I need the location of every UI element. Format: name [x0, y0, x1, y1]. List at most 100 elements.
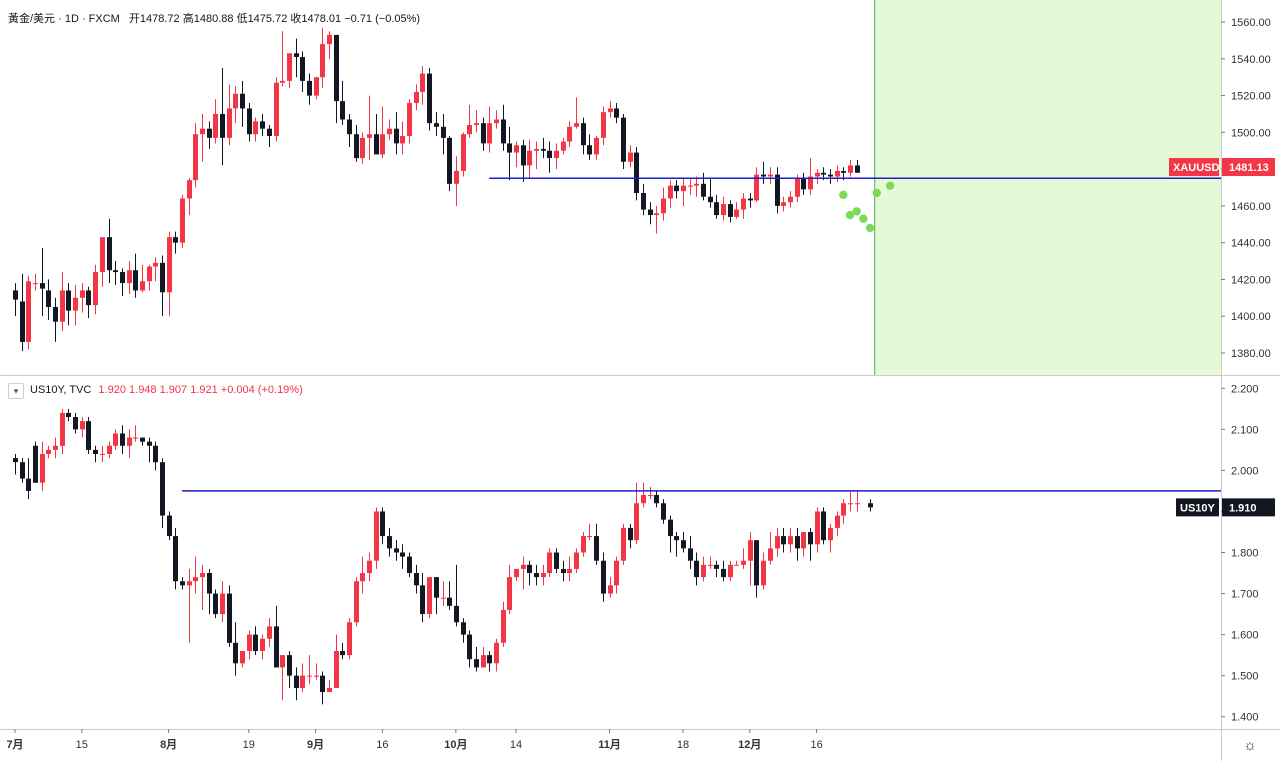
y-tick-label: 1560.00 — [1231, 17, 1271, 29]
pane-us10y: 2.2002.1002.0001.9001.8001.7001.6001.500… — [13, 383, 1275, 724]
candle — [587, 134, 592, 160]
candle-body — [454, 605, 459, 623]
candle — [868, 499, 873, 512]
candle-body — [427, 577, 432, 615]
candle-body — [360, 137, 365, 159]
candle-body — [708, 196, 713, 203]
candle-body — [855, 165, 860, 173]
candle — [721, 560, 726, 582]
candle-body — [86, 421, 91, 450]
candle-body — [554, 552, 559, 569]
candle — [180, 194, 185, 249]
candle — [387, 119, 392, 140]
candle-body — [314, 675, 319, 677]
candle-body — [841, 503, 846, 516]
candle-body — [100, 453, 105, 455]
candle-body — [80, 421, 85, 430]
candle-body — [340, 101, 345, 120]
candle — [374, 113, 379, 155]
candle-body — [601, 560, 606, 594]
candle — [487, 106, 492, 153]
candle — [434, 577, 439, 615]
candle-body — [374, 511, 379, 561]
candle-body — [734, 564, 739, 566]
candle-body — [227, 593, 232, 643]
candle — [795, 527, 800, 561]
candle — [474, 646, 479, 672]
candle-body — [294, 675, 299, 688]
candle — [821, 507, 826, 545]
price-tag-bg — [1222, 158, 1275, 177]
candle-body — [147, 441, 152, 446]
candle-body — [107, 445, 112, 454]
candle — [574, 97, 579, 129]
candle — [26, 275, 31, 350]
candle — [514, 568, 519, 582]
candle — [380, 106, 385, 159]
price-tag-us10y: US10Y 1.910 — [1176, 498, 1275, 517]
candle-body — [441, 126, 446, 138]
candle-body — [280, 80, 285, 83]
candle-body — [654, 213, 659, 216]
candle-body — [213, 593, 218, 615]
candle — [340, 80, 345, 125]
candle-body — [227, 108, 232, 138]
candle-body — [741, 560, 746, 565]
x-tick-label: 12月 — [738, 738, 761, 751]
open-value: 1478.72 — [139, 13, 180, 25]
candle — [367, 552, 372, 582]
settings-button[interactable]: ☼ — [1240, 736, 1260, 756]
candle-body — [461, 622, 466, 635]
x-tick-label: 16 — [810, 739, 822, 751]
x-tick-label: 10月 — [444, 738, 467, 751]
candle-body — [207, 573, 212, 594]
candle — [113, 429, 118, 450]
candle-body — [454, 170, 459, 184]
candle-body — [160, 262, 165, 293]
candle — [581, 117, 586, 155]
candle — [567, 556, 572, 582]
candle — [240, 80, 245, 127]
candle-body — [748, 198, 753, 201]
candle — [407, 552, 412, 578]
candle — [193, 556, 198, 594]
candle-body — [788, 196, 793, 203]
y-tick-label: 1.500 — [1231, 671, 1259, 683]
candle-body — [300, 56, 305, 81]
y-tick-label: 1440.00 — [1231, 238, 1271, 250]
candle — [681, 531, 686, 553]
candle-body — [307, 80, 312, 96]
candle — [73, 412, 78, 434]
candle-body — [447, 137, 452, 184]
price-tag-bg — [1222, 498, 1275, 517]
candle-body — [634, 152, 639, 194]
candle — [547, 141, 552, 173]
candle — [514, 141, 519, 168]
candle-body — [587, 536, 592, 538]
candle — [728, 200, 733, 223]
candle — [654, 205, 659, 234]
candle — [688, 536, 693, 569]
candle — [267, 618, 272, 647]
candle-body — [414, 573, 419, 586]
candle-body — [260, 638, 265, 652]
candle — [815, 507, 820, 553]
candle-body — [527, 564, 532, 574]
bottom-legend: US10Y, TVC 1.920 1.948 1.907 1.921 +0.00… — [30, 384, 303, 396]
candle-body — [120, 272, 125, 284]
candle — [454, 564, 459, 627]
candle-body — [213, 113, 218, 138]
candle-body — [160, 462, 165, 516]
x-tick-label: 8月 — [160, 738, 177, 751]
candle — [66, 283, 71, 326]
candle-body — [801, 531, 806, 549]
candle-body — [193, 577, 198, 582]
candle-body — [327, 34, 332, 45]
candle-body — [835, 170, 840, 177]
y-tick-label: 1540.00 — [1231, 54, 1271, 66]
x-tick-label: 19 — [243, 739, 255, 751]
time-axis: 7月 15 8月 19 9月 16 10月 14 11月 18 12月 16 — [6, 729, 823, 751]
candle — [848, 490, 853, 512]
collapse-legend-button[interactable]: ▾ — [8, 383, 24, 399]
